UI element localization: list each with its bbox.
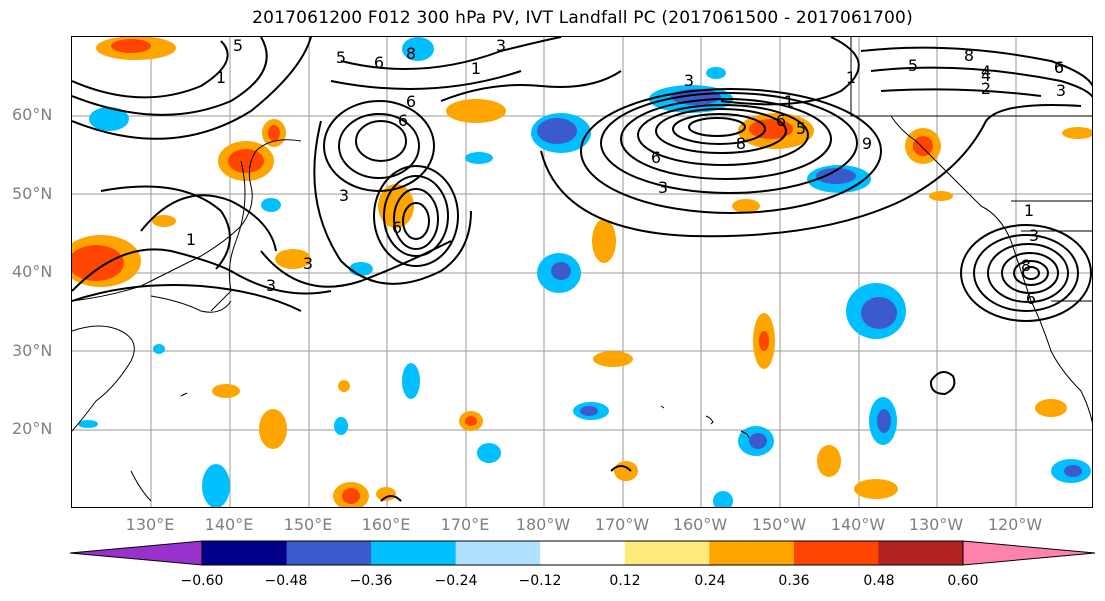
colorbar-tick: 0.24 <box>694 573 726 589</box>
contour-label: 6 <box>406 92 416 111</box>
contour-label: 3 <box>1056 81 1066 100</box>
contour-lines <box>72 37 1092 502</box>
lon-label-150w: 150°W <box>751 515 807 534</box>
lon-label-180w: 180°W <box>515 515 571 534</box>
contour-label: 6 <box>776 111 786 130</box>
colorbar-band <box>455 541 541 565</box>
colorbar-band <box>793 541 879 565</box>
contour-label: 8 <box>964 46 974 65</box>
map-panel: 5 5 6 8 3 1 3 8 1 6 6 9 3 1 5 4 3 6 6 6 <box>71 36 1093 508</box>
contour-label: 5 <box>336 48 346 67</box>
coastlines <box>72 37 1092 502</box>
lat-label-30n: 30°N <box>12 341 53 360</box>
colorbar-tick: −0.48 <box>264 573 308 589</box>
lon-label-150e: 150°E <box>283 515 333 534</box>
contour-label: 1 <box>1024 201 1034 220</box>
colorbar-graphic <box>69 540 1096 566</box>
contour-label: 6 <box>392 218 402 237</box>
lon-label-140w: 140°W <box>830 515 886 534</box>
colorbar-extend-min <box>69 540 203 566</box>
contour-labels: 5 5 6 8 3 1 3 8 1 6 6 9 3 1 5 4 3 6 6 6 <box>186 37 1066 308</box>
lon-label-140e: 140°E <box>204 515 254 534</box>
lat-label-50n: 50°N <box>12 184 53 203</box>
contour-label: 6 <box>398 111 408 130</box>
contour-label: 6 <box>1054 58 1064 77</box>
colorbar-band <box>371 541 457 565</box>
contour-label: 6 <box>1054 58 1064 77</box>
contour-label: 9 <box>862 134 872 153</box>
contour-label: 3 <box>339 186 349 205</box>
lat-label-20n: 20°N <box>12 419 53 438</box>
lon-label-130e: 130°E <box>125 515 175 534</box>
contour-label: 1 <box>216 68 226 87</box>
positive-anomaly-patches <box>72 37 1092 507</box>
lon-label-160w: 160°W <box>672 515 728 534</box>
contour-label: 3 <box>1029 226 1039 245</box>
lon-label-120w: 120°W <box>987 515 1043 534</box>
map-canvas: 5 5 6 8 3 1 3 8 1 6 6 9 3 1 5 4 3 6 6 6 <box>72 37 1092 507</box>
colorbar-tick: 0.12 <box>609 573 641 589</box>
colorbar-band <box>709 541 795 565</box>
colorbar-band <box>878 541 964 565</box>
contour-label: 5 <box>233 37 243 55</box>
contour-label: 1 <box>846 68 856 87</box>
colorbar-tick: −0.60 <box>180 573 224 589</box>
contour-label: 8 <box>406 44 416 63</box>
lon-label-170w: 170°W <box>594 515 650 534</box>
contour-label: 3 <box>496 37 506 55</box>
contour-label: 2 <box>981 79 991 98</box>
contour-label: 5 <box>908 56 918 75</box>
colorbar-tick: 0.48 <box>863 573 895 589</box>
contour-label: 5 <box>796 119 806 138</box>
lon-label-130w: 130°W <box>908 515 964 534</box>
lat-label-40n: 40°N <box>12 262 53 281</box>
contour-label: 6 <box>1026 289 1036 308</box>
lon-label-160e: 160°E <box>361 515 411 534</box>
colorbar <box>69 540 1096 566</box>
contour-label: 8 <box>736 134 746 153</box>
colorbar-tick: −0.24 <box>434 573 478 589</box>
colorbar-extend-max <box>962 540 1096 566</box>
contour-label: 4 <box>981 62 991 81</box>
colorbar-tick: −0.12 <box>518 573 562 589</box>
contour-label: 4 <box>981 66 991 85</box>
colorbar-tick: 0.36 <box>778 573 810 589</box>
colorbar-tick: 0.60 <box>947 573 979 589</box>
contour-label: 1 <box>471 59 481 78</box>
contour-label: 6 <box>651 148 661 167</box>
contour-label: 1 <box>186 230 196 249</box>
lon-label-170e: 170°E <box>440 515 490 534</box>
lat-label-60n: 60°N <box>12 105 53 124</box>
contour-label: 8 <box>1021 256 1031 275</box>
map-title: 2017061200 F012 300 hPa PV, IVT Landfall… <box>252 8 913 28</box>
colorbar-band <box>540 541 626 565</box>
colorbar-tick: −0.36 <box>349 573 393 589</box>
colorbar-band <box>286 541 372 565</box>
contour-label: 3 <box>303 254 313 273</box>
colorbar-outline <box>201 540 964 566</box>
contour-label: 1 <box>784 92 794 111</box>
contour-label: 3 <box>684 71 694 90</box>
contour-label: 3 <box>658 178 668 197</box>
contour-label: 3 <box>266 276 276 295</box>
contour-label: 6 <box>374 53 384 72</box>
colorbar-band <box>202 541 288 565</box>
colorbar-band <box>624 541 710 565</box>
graticule <box>72 37 1092 507</box>
